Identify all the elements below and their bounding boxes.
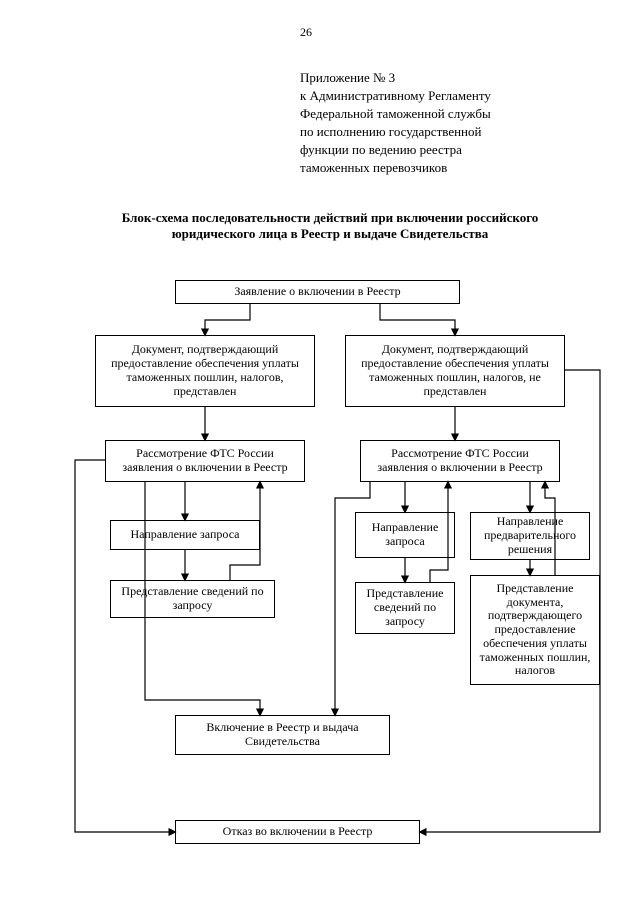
flow-node-n4Rr: Направление предварительного решения — [470, 512, 590, 560]
flow-node-n3L: Рассмотрение ФТС России заявления о вклю… — [105, 440, 305, 482]
flow-node-n4Rc: Направление запроса — [355, 512, 455, 558]
appendix-line-2: Федеральной таможенной службы — [300, 106, 491, 122]
diagram-title: Блок-схема последовательности действий п… — [60, 210, 600, 242]
flow-node-n7: Отказ во включении в Реестр — [175, 820, 420, 844]
flow-node-n1: Заявление о включении в Реестр — [175, 280, 460, 304]
flow-node-n2L: Документ, подтверждающий предоставление … — [95, 335, 315, 407]
flow-node-n5L: Представление сведений по запросу — [110, 580, 275, 618]
flow-edge-0 — [205, 304, 250, 335]
flow-node-n3R: Рассмотрение ФТС России заявления о вклю… — [360, 440, 560, 482]
appendix-line-5: таможенных перевозчиков — [300, 160, 447, 176]
flow-node-n5Rr: Представление документа, подтверждающего… — [470, 575, 600, 685]
flow-node-n4L: Направление запроса — [110, 520, 260, 550]
flow-node-n2R: Документ, подтверждающий предоставление … — [345, 335, 565, 407]
diagram-title-line1: Блок-схема последовательности действий п… — [122, 210, 539, 225]
appendix-line-3: по исполнению государственной — [300, 124, 481, 140]
flow-node-n6: Включение в Реестр и выдача Свидетельств… — [175, 715, 390, 755]
flow-edge-1 — [380, 304, 455, 335]
flow-edge-15 — [75, 460, 175, 832]
flow-node-n5Rc: Представление сведений по запросу — [355, 582, 455, 634]
appendix-line-1: к Административному Регламенту — [300, 88, 491, 104]
page-number: 26 — [300, 25, 312, 40]
appendix-title: Приложение № 3 — [300, 70, 395, 86]
appendix-line-4: функции по ведению реестра — [300, 142, 462, 158]
page: 26 Приложение № 3 к Административному Ре… — [0, 0, 640, 900]
diagram-title-line2: юридического лица в Реестр и выдаче Свид… — [172, 226, 489, 241]
